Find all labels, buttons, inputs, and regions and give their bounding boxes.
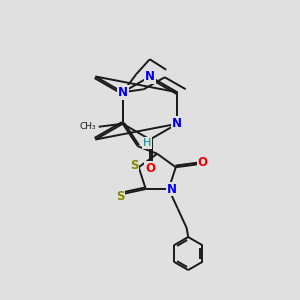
Text: O: O <box>145 162 155 175</box>
Text: N: N <box>172 117 182 130</box>
Text: S: S <box>130 159 138 172</box>
Text: N: N <box>118 86 128 99</box>
Text: H: H <box>142 138 151 148</box>
Text: N: N <box>167 182 177 196</box>
Text: O: O <box>198 156 208 169</box>
Text: CH₃: CH₃ <box>80 122 96 131</box>
Text: S: S <box>116 190 124 203</box>
Text: N: N <box>145 70 155 83</box>
